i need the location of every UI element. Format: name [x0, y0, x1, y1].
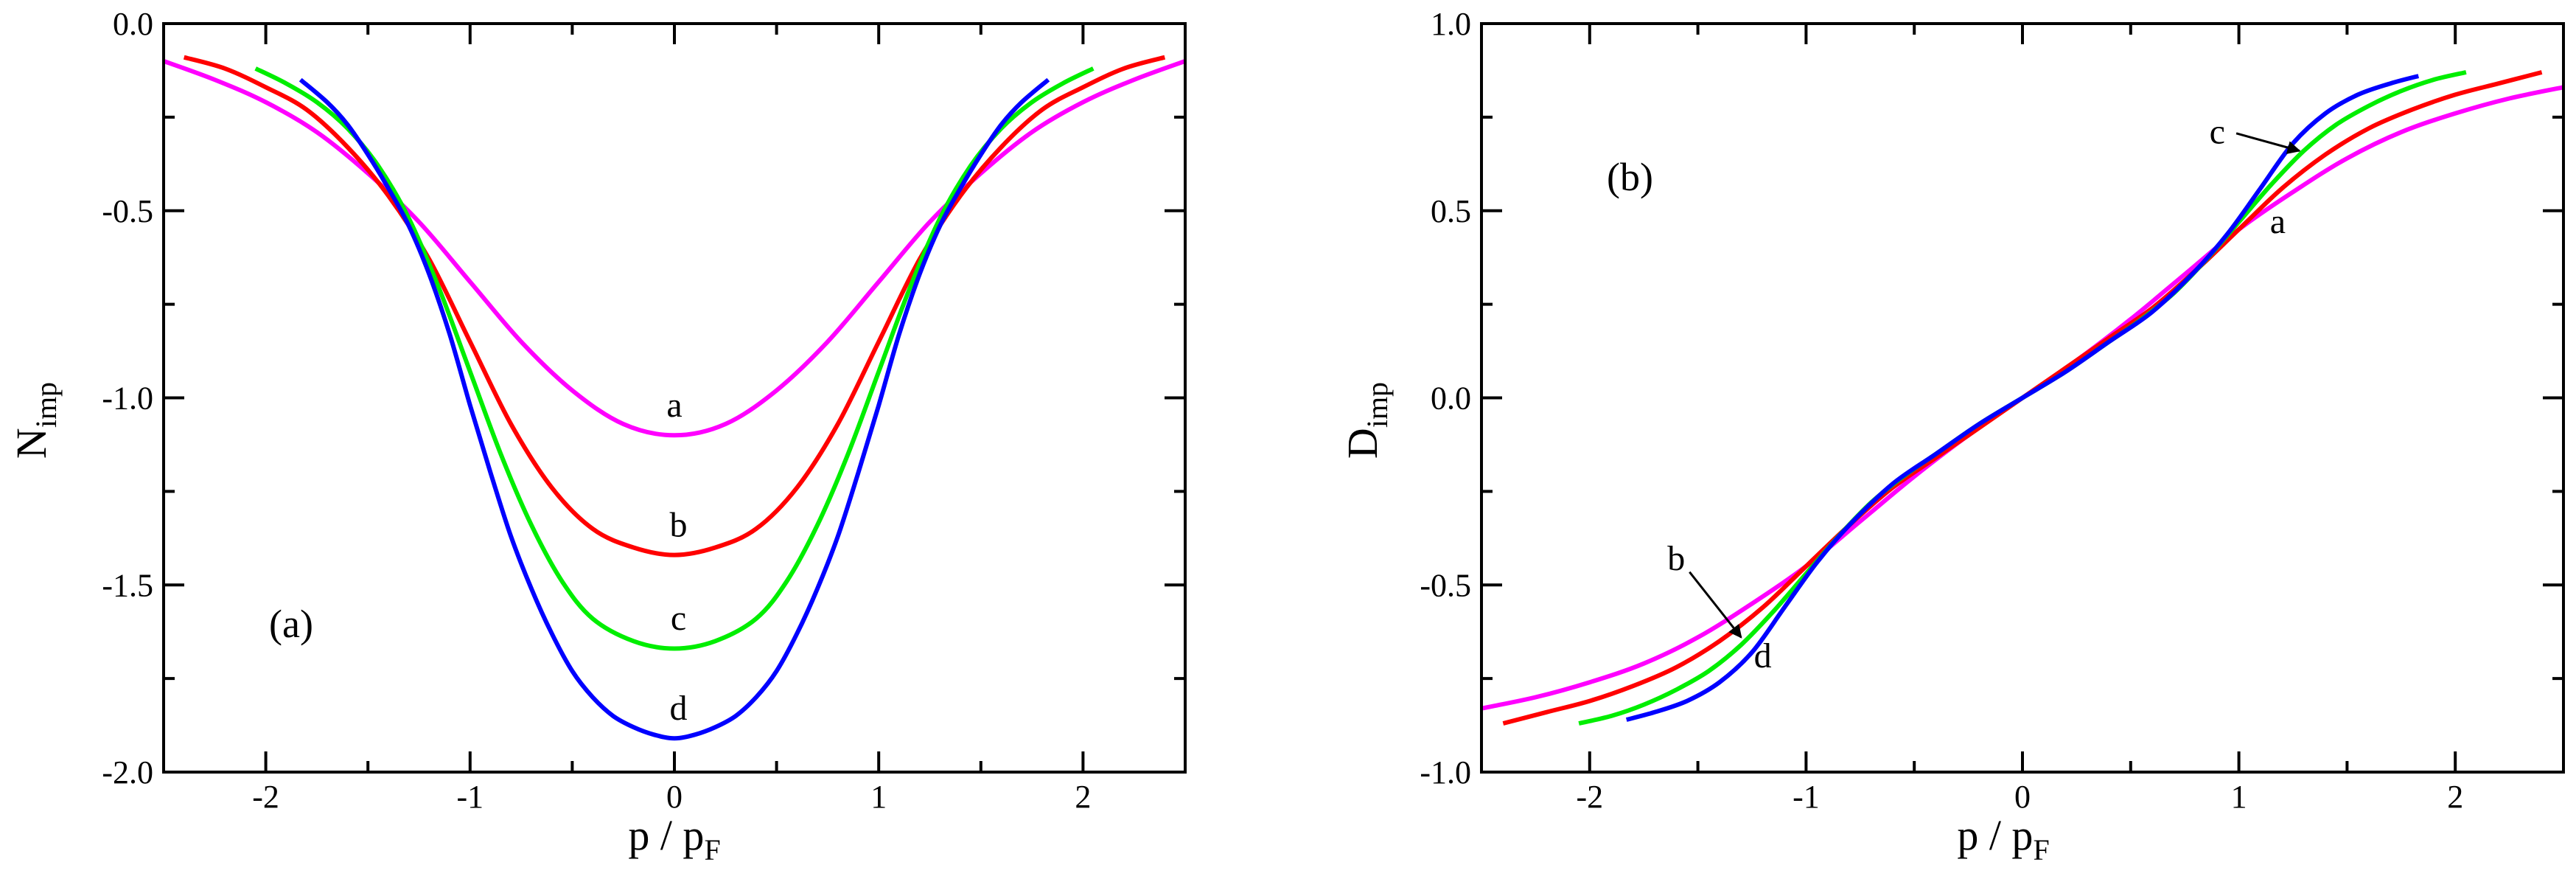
curve-label-b: b	[670, 505, 688, 544]
panel-a-ylabel: Nimp	[7, 382, 63, 459]
x-tick-label: 2	[2447, 779, 2463, 815]
x-tick-label: 0	[666, 779, 683, 815]
curve-b	[183, 55, 1166, 557]
x-tick-label: -2	[252, 779, 279, 815]
y-tick-label: -1.0	[102, 381, 153, 417]
curve-label-a: a	[2270, 202, 2286, 241]
panel-b-label: (b)	[1607, 155, 1653, 199]
panel-b-ylabel: Dimp	[1338, 382, 1394, 459]
y-tick-label: 0.0	[113, 6, 153, 42]
x-tick-label: -1	[456, 779, 484, 815]
panel-b-labels: -2 -1 0 1 2 1.0 0.5 0.0 -0.5 -1.0 a c b d	[1420, 6, 2463, 815]
panel-a-frame	[162, 22, 1187, 774]
annotation-arrow-c	[2235, 132, 2301, 154]
x-tick-label: 1	[870, 779, 887, 815]
x-tick-label: 0	[2014, 779, 2031, 815]
curve-label-d: d	[1754, 636, 1772, 675]
panel-b-curves	[1481, 70, 2564, 726]
curve-label-c: c	[2210, 112, 2225, 151]
x-tick-label: -1	[1793, 779, 1820, 815]
y-tick-label: -2.0	[102, 754, 153, 791]
curve-label-b: b	[1667, 539, 1685, 578]
x-tick-label: 1	[2231, 779, 2247, 815]
curve-d	[299, 77, 1050, 741]
y-tick-label: 0.0	[1431, 381, 1471, 417]
panel-a-chart: -2 -1 0 1 2 0.0 -0.5 -1.0 -1.5 -2.0 a b c d (a) p / p…	[7, 6, 1187, 866]
curve-c	[254, 66, 1095, 651]
curve-label-d: d	[670, 689, 688, 728]
panel-a-xlabel: p / pF	[628, 811, 720, 866]
y-tick-label: 1.0	[1431, 6, 1471, 42]
y-tick-label: -0.5	[1420, 567, 1471, 603]
annotation-arrow-b	[1689, 571, 1742, 639]
panel-b-frame	[1480, 22, 2565, 774]
x-tick-label: 2	[1075, 779, 1091, 815]
curve-a	[162, 58, 1187, 438]
y-tick-label: -1.0	[1420, 754, 1471, 791]
curve-label-c: c	[671, 599, 686, 638]
panel-a-curves	[162, 55, 1187, 741]
curve-label-a: a	[666, 386, 682, 425]
x-tick-label: -2	[1576, 779, 1603, 815]
panel-a-label: (a)	[269, 602, 313, 646]
panel-a-labels: -2 -1 0 1 2 0.0 -0.5 -1.0 -1.5 -2.0 a b c d	[102, 6, 1091, 815]
y-tick-label: -0.5	[102, 193, 153, 229]
y-tick-label: -1.5	[102, 567, 153, 603]
y-tick-label: 0.5	[1431, 193, 1471, 229]
panel-b-xlabel: p / pF	[1957, 811, 2049, 866]
